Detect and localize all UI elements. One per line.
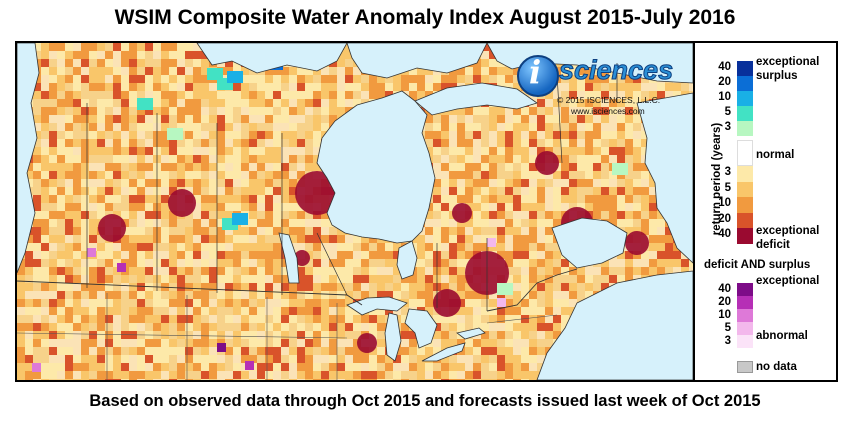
legend-both-heading: deficit AND surplus: [704, 259, 811, 271]
state-borders: [17, 293, 558, 380]
legend-divider: [693, 43, 695, 380]
both-swatch-1: [737, 296, 753, 309]
lake-superior: [346, 296, 408, 316]
arctic-water-1: [196, 43, 348, 74]
logo-letter: i: [529, 53, 542, 91]
page-title: WSIM Composite Water Anomaly Index Augus…: [114, 6, 736, 29]
surplus-swatch-2: [737, 91, 753, 106]
caption: Based on observed data through Oct 2015 …: [89, 392, 761, 410]
both-swatch-2: [737, 309, 753, 322]
deficit-tick-10: 10: [718, 197, 731, 209]
water-anomaly-map[interactable]: i sciences © 2015 ISCIENCES, L.L.C. www.…: [17, 43, 693, 380]
lake-erie: [421, 342, 466, 362]
both-swatch-0: [737, 283, 753, 296]
lake-huron: [404, 308, 438, 349]
surplus-tick-3: 3: [724, 121, 731, 133]
deficit-swatch-0: [737, 166, 753, 182]
labrador-sea: [636, 92, 693, 264]
legend-both-exceptional: exceptional: [756, 275, 820, 287]
map-frame: i sciences © 2015 ISCIENCES, L.L.C. www.…: [15, 41, 838, 382]
legend-nodata-label: no data: [756, 361, 797, 373]
both-tick-3: 3: [724, 335, 731, 347]
both-swatch-3: [737, 322, 753, 335]
hudson-bay: [316, 90, 436, 244]
deficit-tick-3: 3: [724, 166, 731, 178]
james-bay: [396, 240, 418, 280]
isciences-logo: i sciences © 2015 ISCIENCES, L.L.C. www.…: [517, 53, 689, 117]
surplus-tick-40: 40: [718, 61, 731, 73]
pacific-water: [17, 43, 40, 274]
nodata-swatch: [737, 361, 753, 373]
both-tick-40: 40: [718, 283, 731, 295]
surplus-tick-20: 20: [718, 76, 731, 88]
baffin-sea: [486, 43, 693, 84]
legend-both-abnormal: abnormal: [756, 330, 808, 342]
surplus-swatch-4: [737, 121, 753, 136]
legend-surplus-label-1: exceptional: [756, 56, 820, 68]
legend-surplus-label-2: surplus: [756, 70, 798, 82]
province-borders: [86, 63, 618, 311]
legend: return period (years) exceptional surplu…: [695, 43, 836, 380]
both-tick-20: 20: [718, 296, 731, 308]
logo-globe: [517, 55, 559, 97]
deficit-tick-5: 5: [724, 181, 731, 194]
lake-winnipeg: [278, 232, 300, 284]
legend-deficit-label-1: exceptional: [756, 225, 820, 237]
surplus-swatch-1: [737, 76, 753, 91]
deficit-tick-20: 20: [718, 212, 731, 225]
logo-wordmark: sciences: [558, 55, 674, 86]
both-tick-5: 5: [724, 322, 731, 334]
legend-deficit-label-2: deficit: [756, 239, 790, 251]
deficit-swatch-4: [737, 228, 753, 244]
map-canvas: [17, 43, 693, 380]
surplus-swatch-0: [737, 61, 753, 76]
deficit-tick-40: 40: [718, 228, 731, 240]
both-swatch-4: [737, 335, 753, 348]
deficit-swatch-2: [737, 197, 753, 213]
arctic-water-2: [346, 43, 488, 79]
atlantic-water: [536, 270, 693, 380]
deficit-swatch-1: [737, 181, 753, 197]
logo-copyright: © 2015 ISCIENCES, L.L.C.: [557, 95, 661, 105]
deficit-swatch-3: [737, 212, 753, 228]
lake-michigan: [384, 312, 402, 362]
surplus-tick-10: 10: [718, 91, 731, 103]
hudson-strait: [414, 82, 538, 116]
both-tick-10: 10: [718, 309, 731, 321]
legend-normal-label: normal: [756, 149, 795, 161]
logo-url: www.isciences.com: [571, 106, 645, 116]
surplus-swatch-3: [737, 106, 753, 121]
surplus-tick-5: 5: [724, 106, 731, 118]
gulf-st-lawrence: [551, 217, 628, 269]
lake-ontario: [456, 327, 486, 340]
normal-swatch: [737, 140, 753, 166]
